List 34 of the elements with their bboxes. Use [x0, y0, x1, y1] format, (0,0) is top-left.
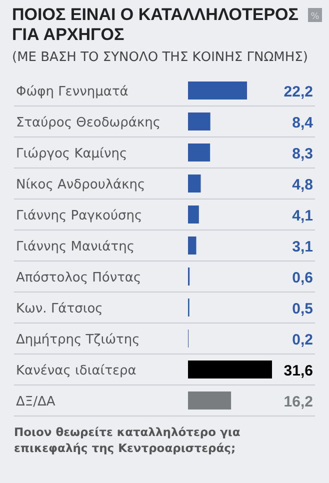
bar — [188, 236, 196, 254]
y-tick-label: Γιάννης Μανιάτης — [16, 240, 134, 254]
data-label: 16,2 — [284, 394, 313, 410]
y-tick-label: Φώφη Γεννηματά — [16, 84, 128, 100]
bar — [188, 82, 248, 100]
data-label: 3,1 — [292, 238, 313, 256]
data-label: 4,1 — [292, 208, 313, 224]
data-label: 0,2 — [292, 332, 313, 348]
data-label: 0,6 — [292, 270, 313, 286]
chart-subtitle: (ΜΕ ΒΑΣΗ ΤΟ ΣΥΝΟΛΟ ΤΗΣ ΚΟΙΝΗΣ ΓΝΩΜΗΣ) — [12, 50, 308, 65]
data-label: 31,6 — [284, 362, 313, 380]
bar — [188, 392, 232, 410]
y-tick-label: Σταύρος Θεοδωράκης — [16, 116, 161, 130]
y-tick-label: ΔΞ/ΔΑ — [16, 394, 56, 410]
y-tick-label: Απόστολος Πόντας — [16, 270, 142, 286]
bar — [188, 144, 210, 162]
bar — [188, 360, 272, 378]
y-tick-label: Γιώργος Καμίνης — [16, 146, 128, 162]
data-label: 0,5 — [292, 300, 313, 318]
text: % — [310, 12, 320, 22]
y-tick-label: Γιάννης Ραγκούσης — [16, 208, 142, 224]
bar — [188, 174, 201, 192]
chart-title: ΠΟΙΟΣ ΕΙΝΑΙ Ο ΚΑΤΑΛΛΗΛΟΤΕΡΟΣ ΓΙΑ ΑΡΧΗΓΟΣ — [12, 5, 298, 44]
data-label: 22,2 — [284, 84, 313, 100]
data-label: 8,4 — [292, 114, 314, 132]
data-label: 8,3 — [292, 146, 313, 162]
data-label: 4,8 — [292, 176, 313, 194]
y-tick-label: Κων. Γάτσιος — [16, 302, 103, 316]
y-tick-label: Νίκος Ανδρουλάκης — [16, 178, 146, 192]
y-tick-label: Κανένας ιδιαίτερα — [16, 364, 136, 378]
y-tick-label: Δημήτρης Τζιώτης — [16, 332, 140, 348]
bar — [188, 112, 210, 130]
bar — [188, 206, 199, 224]
text: Ποιον θεωρείτε καταλληλότερο για επικεφαλής της Κεντροαριστεράς; — [14, 425, 240, 455]
